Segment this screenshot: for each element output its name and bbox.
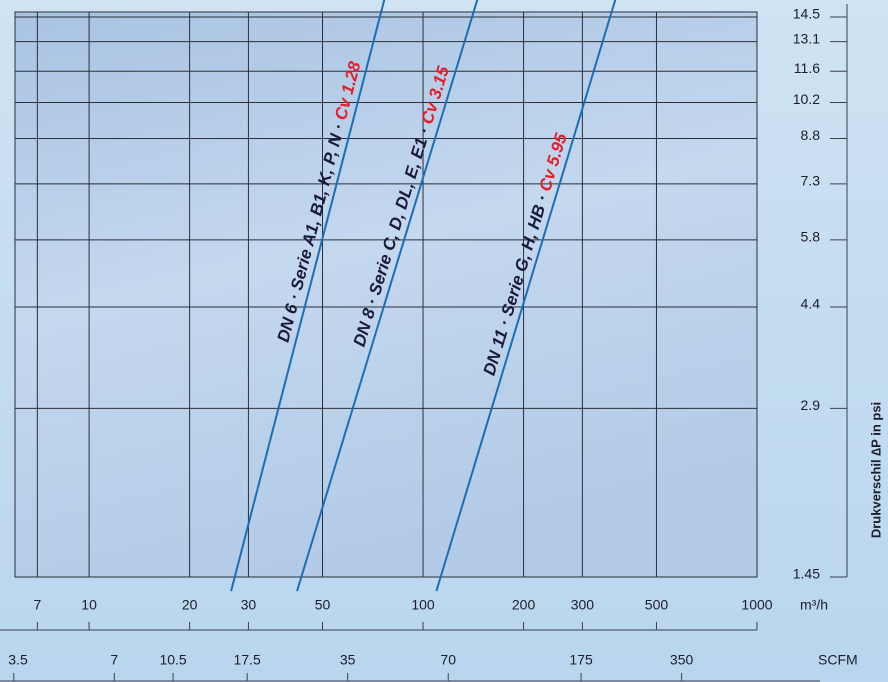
series-line-extension xyxy=(472,0,479,13)
x2-tick-label: 175 xyxy=(569,652,593,668)
x-tick-label: 20 xyxy=(182,597,198,613)
y-tick-label: 10.2 xyxy=(793,91,820,107)
x-tick-label: 1000 xyxy=(741,597,772,613)
x-tick-label: 7 xyxy=(33,597,41,613)
y-tick-label: 14.5 xyxy=(793,6,820,22)
x2-tick-label: 350 xyxy=(670,652,694,668)
y-tick-label: 2.9 xyxy=(801,397,821,413)
x-unit: m³/h xyxy=(800,597,828,613)
x-tick-label: 50 xyxy=(315,597,331,613)
series-line-extension xyxy=(296,576,303,592)
plot-area xyxy=(14,11,758,578)
y-tick-label: 5.8 xyxy=(801,229,821,245)
y-tick-label: 8.8 xyxy=(801,127,821,143)
x2-tick-label: 3.5 xyxy=(8,652,28,668)
y-axis-label: Drukverschil ∆P in psi xyxy=(868,402,883,538)
x2-tick-label: 17.5 xyxy=(234,652,261,668)
x-tick-label: 100 xyxy=(411,597,435,613)
series-line-extension xyxy=(380,0,386,13)
series-line-extension xyxy=(610,0,617,13)
x2-tick-label: 7 xyxy=(110,652,118,668)
series-line xyxy=(439,11,613,578)
x2-tick-label: 70 xyxy=(440,652,456,668)
x-tick-label: 500 xyxy=(645,597,669,613)
x-tick-label: 200 xyxy=(512,597,536,613)
y-tick-label: 4.4 xyxy=(801,296,821,312)
x2-unit: SCFM xyxy=(818,652,858,668)
x2-tick-label: 35 xyxy=(340,652,356,668)
x-tick-label: 300 xyxy=(571,597,595,613)
x-tick-label: 30 xyxy=(241,597,257,613)
x2-tick-label: 10.5 xyxy=(159,652,186,668)
y-tick-label: 11.6 xyxy=(794,60,820,76)
series-line-extension xyxy=(435,576,442,592)
series-line-extension xyxy=(230,576,236,592)
y-tick-label: 7.3 xyxy=(801,173,821,189)
series-line xyxy=(233,11,383,578)
x-tick-label: 10 xyxy=(81,597,97,613)
series-line xyxy=(300,11,475,578)
y-tick-label: 1.45 xyxy=(793,566,820,582)
y-tick-label: 13.1 xyxy=(793,30,820,46)
